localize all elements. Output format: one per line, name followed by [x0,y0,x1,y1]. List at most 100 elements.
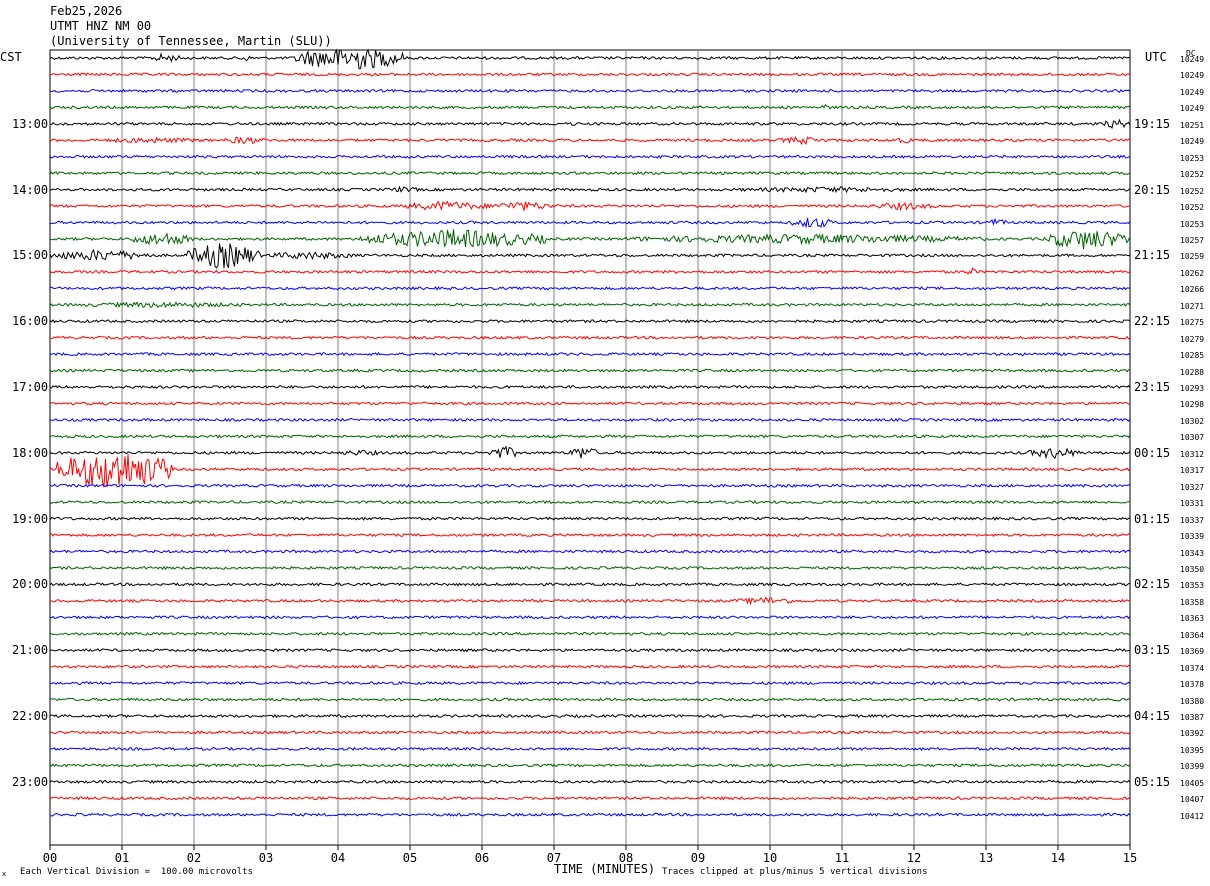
seismic-trace-row [49,103,1131,110]
dc-offset-value: 10288 [1180,367,1205,377]
dc-offset-value: 10399 [1180,762,1205,772]
seismic-trace-row [49,499,1131,505]
seismic-trace-row [49,88,1131,94]
left-hour-label: 14:00 [12,182,49,197]
seismic-trace-row [49,384,1131,390]
dc-offset-value: 10251 [1180,120,1205,130]
dc-offset-value: 10317 [1180,466,1205,476]
seismic-trace-row [49,516,1131,521]
header-date: Feb25,2026 [50,4,123,18]
left-hour-label: 15:00 [12,248,49,263]
x-tick-label: 08 [619,851,633,865]
dc-offset-value: 10358 [1180,597,1205,607]
dc-offset-value: 10395 [1180,745,1205,755]
left-hour-label: 20:00 [12,577,49,592]
dc-offset-value: 10253 [1180,219,1205,229]
dc-offset-value: 10285 [1180,351,1205,361]
seismic-trace-row [49,565,1131,571]
cst-label: CST [0,50,22,64]
right-hour-label: 04:15 [1134,709,1171,723]
seismic-trace-row [49,401,1131,406]
footer-mark: x [2,870,7,878]
header-network: (University of Tennessee, Martin (SLU)) [50,34,332,48]
seismic-trace-row [49,72,1131,77]
x-axis-title: TIME (MINUTES) [554,862,656,876]
seismic-trace-row [49,200,1131,212]
x-tick-label: 12 [907,851,921,865]
x-tick-label: 13 [979,851,993,865]
seismic-trace-row [49,582,1130,587]
right-hour-label: 19:15 [1134,116,1171,131]
seismic-trace-row [49,267,1131,275]
dc-offset-value: 10363 [1180,614,1205,624]
dc-offset-value: 10387 [1180,713,1205,722]
dc-offset-value: 10353 [1180,581,1205,591]
left-hour-label: 23:00 [12,774,49,789]
seismic-trace-row [49,631,1131,636]
utc-label: UTC [1145,50,1167,64]
x-tick-label: 02 [187,851,201,865]
dc-offset-value: 10307 [1180,433,1205,443]
left-hour-label: 13:00 [12,116,49,131]
seismic-trace-row [49,549,1131,554]
seismic-trace-row [49,796,1131,801]
x-tick-label: 03 [259,851,273,865]
dc-offset-value: 10293 [1180,384,1205,393]
seismic-trace-row [49,351,1131,357]
seismic-trace-row [49,483,1131,488]
left-hour-label: 18:00 [12,445,49,460]
seismic-trace-row [49,648,1131,653]
right-hour-label: 05:15 [1134,774,1171,789]
seismic-trace-row [49,445,1131,460]
dc-offset-value: 10327 [1180,482,1205,492]
dc-offset-value: 10343 [1180,548,1205,558]
dc-offset-value: 10257 [1180,235,1205,245]
seismic-trace-row [49,779,1131,784]
left-hour-label: 21:00 [12,643,49,658]
dc-offset-value: 10249 [1180,87,1205,97]
dc-label: DC [1186,49,1196,58]
dc-offset-value: 10412 [1180,811,1205,821]
seismic-trace-row [49,713,1131,719]
dc-offset-value: 10252 [1180,186,1205,196]
dc-offset-value: 10380 [1180,696,1205,706]
seismic-trace-row [49,170,1131,176]
dc-offset-value: 10350 [1180,564,1205,574]
seismic-trace-row [49,229,1131,250]
x-tick-label: 04 [331,851,345,865]
left-hour-label: 19:00 [12,511,49,526]
right-hour-label: 23:15 [1134,380,1171,394]
seismic-trace-row [49,217,1131,229]
seismic-trace-row [49,135,1131,146]
seismic-trace-row [49,763,1131,768]
seismic-trace-row [49,730,1131,735]
seismic-trace-row [49,697,1131,702]
seismic-trace-row [49,286,1131,291]
x-tick-label: 15 [1123,851,1137,865]
x-tick-label: 14 [1051,851,1065,865]
dc-offset-value: 10302 [1180,416,1205,426]
seismic-trace-row [50,596,1131,606]
dc-offset-value: 10249 [1180,71,1205,81]
dc-offset-value: 10407 [1180,795,1205,805]
plot-frame [49,49,1131,846]
dc-offset-value: 10249 [1180,104,1205,114]
x-tick-label: 10 [763,851,777,865]
right-hour-label: 21:15 [1134,248,1171,263]
seismic-trace-row [49,532,1131,538]
left-hour-label: 17:00 [12,380,49,394]
dc-offset-value: 10337 [1180,515,1205,525]
right-hour-label: 02:15 [1134,577,1171,592]
dc-offset-value: 10392 [1180,729,1205,739]
seismic-trace-row [49,243,1131,269]
left-hour-label: 22:00 [12,709,49,723]
x-tick-label: 01 [115,851,129,865]
seismic-trace-row [49,615,1131,620]
dc-offset-value: 10266 [1180,285,1205,295]
x-tick-label: 07 [547,851,561,865]
seismic-trace-row [49,185,1131,194]
seismic-trace-row [49,812,1131,817]
header-station: UTMT HNZ NM 00 [50,19,152,33]
seismic-trace-row [49,118,1131,130]
